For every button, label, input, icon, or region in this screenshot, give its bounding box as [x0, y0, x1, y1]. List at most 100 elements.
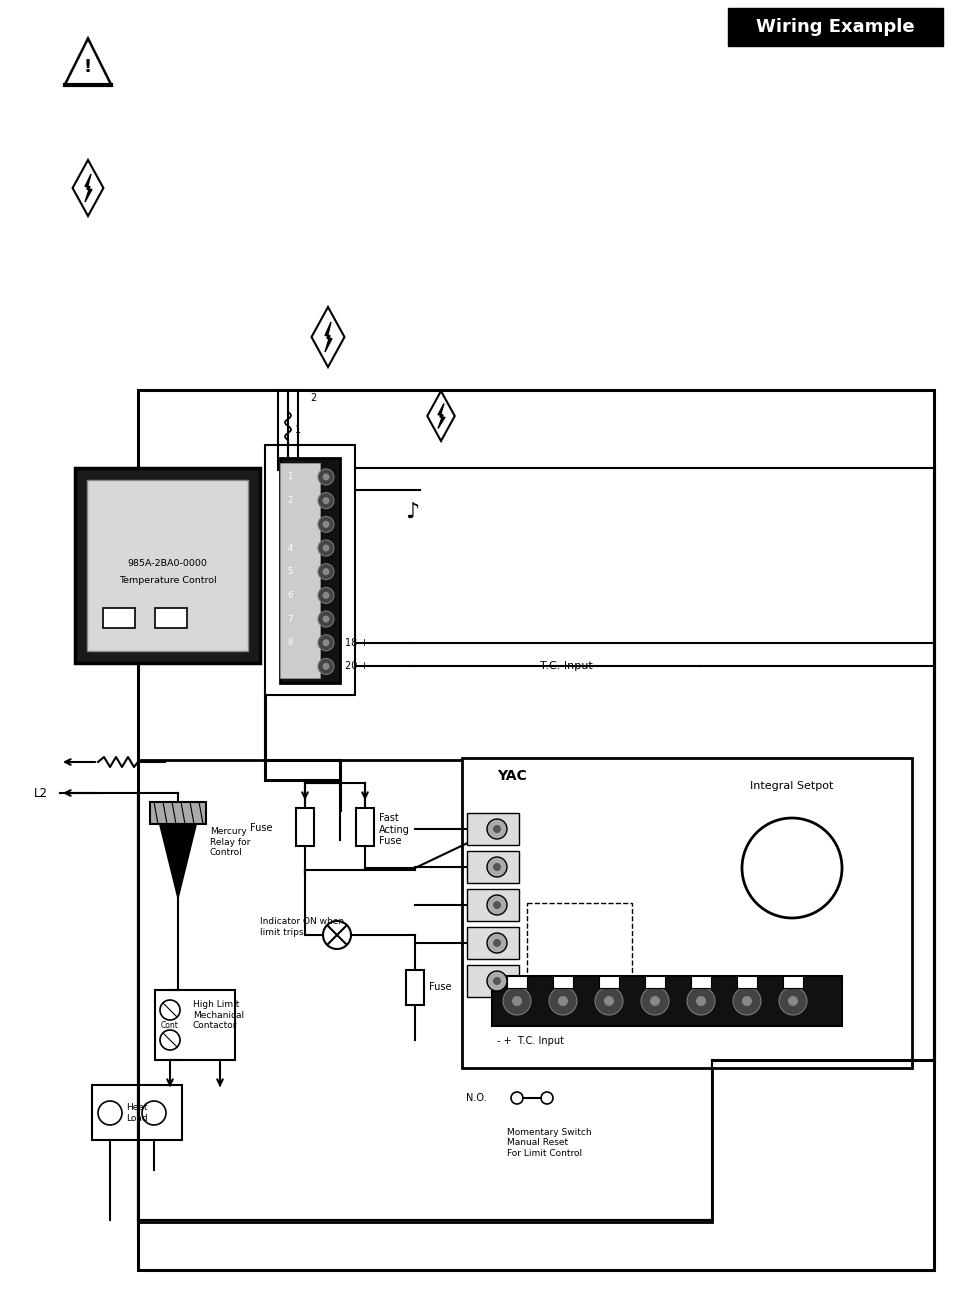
Circle shape [686, 988, 714, 1015]
Text: Fast
Acting
Fuse: Fast Acting Fuse [378, 813, 410, 846]
Circle shape [317, 588, 334, 604]
Circle shape [558, 995, 567, 1006]
Text: Indicator ON when
limit trips: Indicator ON when limit trips [260, 918, 344, 936]
Circle shape [486, 819, 506, 839]
Circle shape [322, 663, 329, 669]
Circle shape [493, 977, 500, 985]
Circle shape [779, 988, 806, 1015]
Circle shape [486, 896, 506, 915]
Bar [553, 976, 573, 988]
Text: !: ! [84, 58, 92, 76]
Circle shape [317, 635, 334, 651]
Bar [138, 391, 933, 1270]
Circle shape [595, 988, 622, 1015]
Text: Temperature Control: Temperature Control [118, 576, 216, 584]
Text: 7: 7 [287, 614, 293, 623]
Text: 2: 2 [287, 496, 293, 505]
Circle shape [486, 934, 506, 953]
Circle shape [322, 497, 329, 504]
Bar [355, 807, 374, 846]
Text: Integral Setpot: Integral Setpot [749, 781, 833, 792]
Text: 5: 5 [287, 567, 293, 576]
Text: L2: L2 [34, 786, 48, 800]
Circle shape [317, 659, 334, 675]
Circle shape [322, 615, 329, 622]
Circle shape [787, 995, 797, 1006]
Circle shape [548, 988, 577, 1015]
Polygon shape [325, 322, 332, 352]
Circle shape [486, 857, 506, 877]
Circle shape [317, 469, 334, 485]
Text: T.C. Input: T.C. Input [539, 661, 592, 672]
Bar [280, 463, 319, 679]
Circle shape [322, 473, 329, 480]
Bar [75, 468, 260, 663]
Circle shape [741, 995, 751, 1006]
Circle shape [317, 540, 334, 556]
Circle shape [493, 901, 500, 909]
Bar [467, 851, 518, 882]
Text: 1: 1 [294, 425, 301, 435]
Bar [506, 976, 526, 988]
Circle shape [322, 568, 329, 575]
Circle shape [317, 493, 334, 509]
Text: 4: 4 [287, 543, 293, 552]
Bar [467, 927, 518, 959]
Circle shape [317, 517, 334, 533]
Text: Cont: Cont [161, 1020, 179, 1030]
Text: 2: 2 [310, 393, 315, 402]
Bar [103, 608, 135, 629]
Bar [467, 813, 518, 846]
Circle shape [649, 995, 659, 1006]
Bar [280, 458, 339, 682]
Text: Wiring Example: Wiring Example [756, 18, 914, 36]
Bar [690, 976, 710, 988]
Bar [154, 990, 234, 1060]
Bar [727, 8, 942, 46]
Text: 985A-2BA0-0000: 985A-2BA0-0000 [128, 559, 207, 568]
Text: 18 +: 18 + [345, 638, 368, 648]
Circle shape [696, 995, 705, 1006]
Circle shape [493, 863, 500, 871]
Circle shape [322, 521, 329, 527]
Bar [467, 889, 518, 920]
Text: N.O.: N.O. [466, 1093, 486, 1103]
Bar [461, 757, 911, 1068]
Bar [467, 965, 518, 997]
Circle shape [512, 995, 521, 1006]
Circle shape [493, 825, 500, 832]
Bar [492, 976, 841, 1026]
Text: High Limit
Mechanical
Contactor: High Limit Mechanical Contactor [193, 1001, 244, 1030]
Bar [526, 903, 631, 1013]
Circle shape [322, 544, 329, 551]
Polygon shape [85, 174, 91, 203]
Bar [154, 608, 187, 629]
Circle shape [603, 995, 614, 1006]
Circle shape [317, 611, 334, 627]
Text: 8: 8 [287, 638, 293, 647]
Text: Mercury
Relay for
Control: Mercury Relay for Control [210, 827, 250, 857]
Bar [265, 444, 355, 696]
Bar [644, 976, 664, 988]
Bar [295, 807, 314, 846]
Polygon shape [437, 404, 444, 429]
Bar [91, 1085, 182, 1140]
Text: Heat
Load: Heat Load [126, 1103, 148, 1123]
Text: - +  T.C. Input: - + T.C. Input [497, 1036, 563, 1045]
Circle shape [640, 988, 668, 1015]
Bar [138, 760, 711, 1222]
Text: 1: 1 [287, 472, 293, 481]
Bar [150, 802, 206, 825]
Circle shape [502, 988, 531, 1015]
Bar [598, 976, 618, 988]
Text: YAC: YAC [497, 769, 526, 782]
Text: ♪: ♪ [404, 502, 418, 522]
Text: 20 +: 20 + [345, 661, 368, 672]
Circle shape [317, 564, 334, 580]
Text: Momentary Switch
Manual Reset
For Limit Control: Momentary Switch Manual Reset For Limit … [506, 1128, 591, 1157]
Text: Fuse: Fuse [429, 982, 451, 992]
Circle shape [486, 970, 506, 992]
Bar [737, 976, 757, 988]
Circle shape [732, 988, 760, 1015]
Bar [782, 976, 802, 988]
